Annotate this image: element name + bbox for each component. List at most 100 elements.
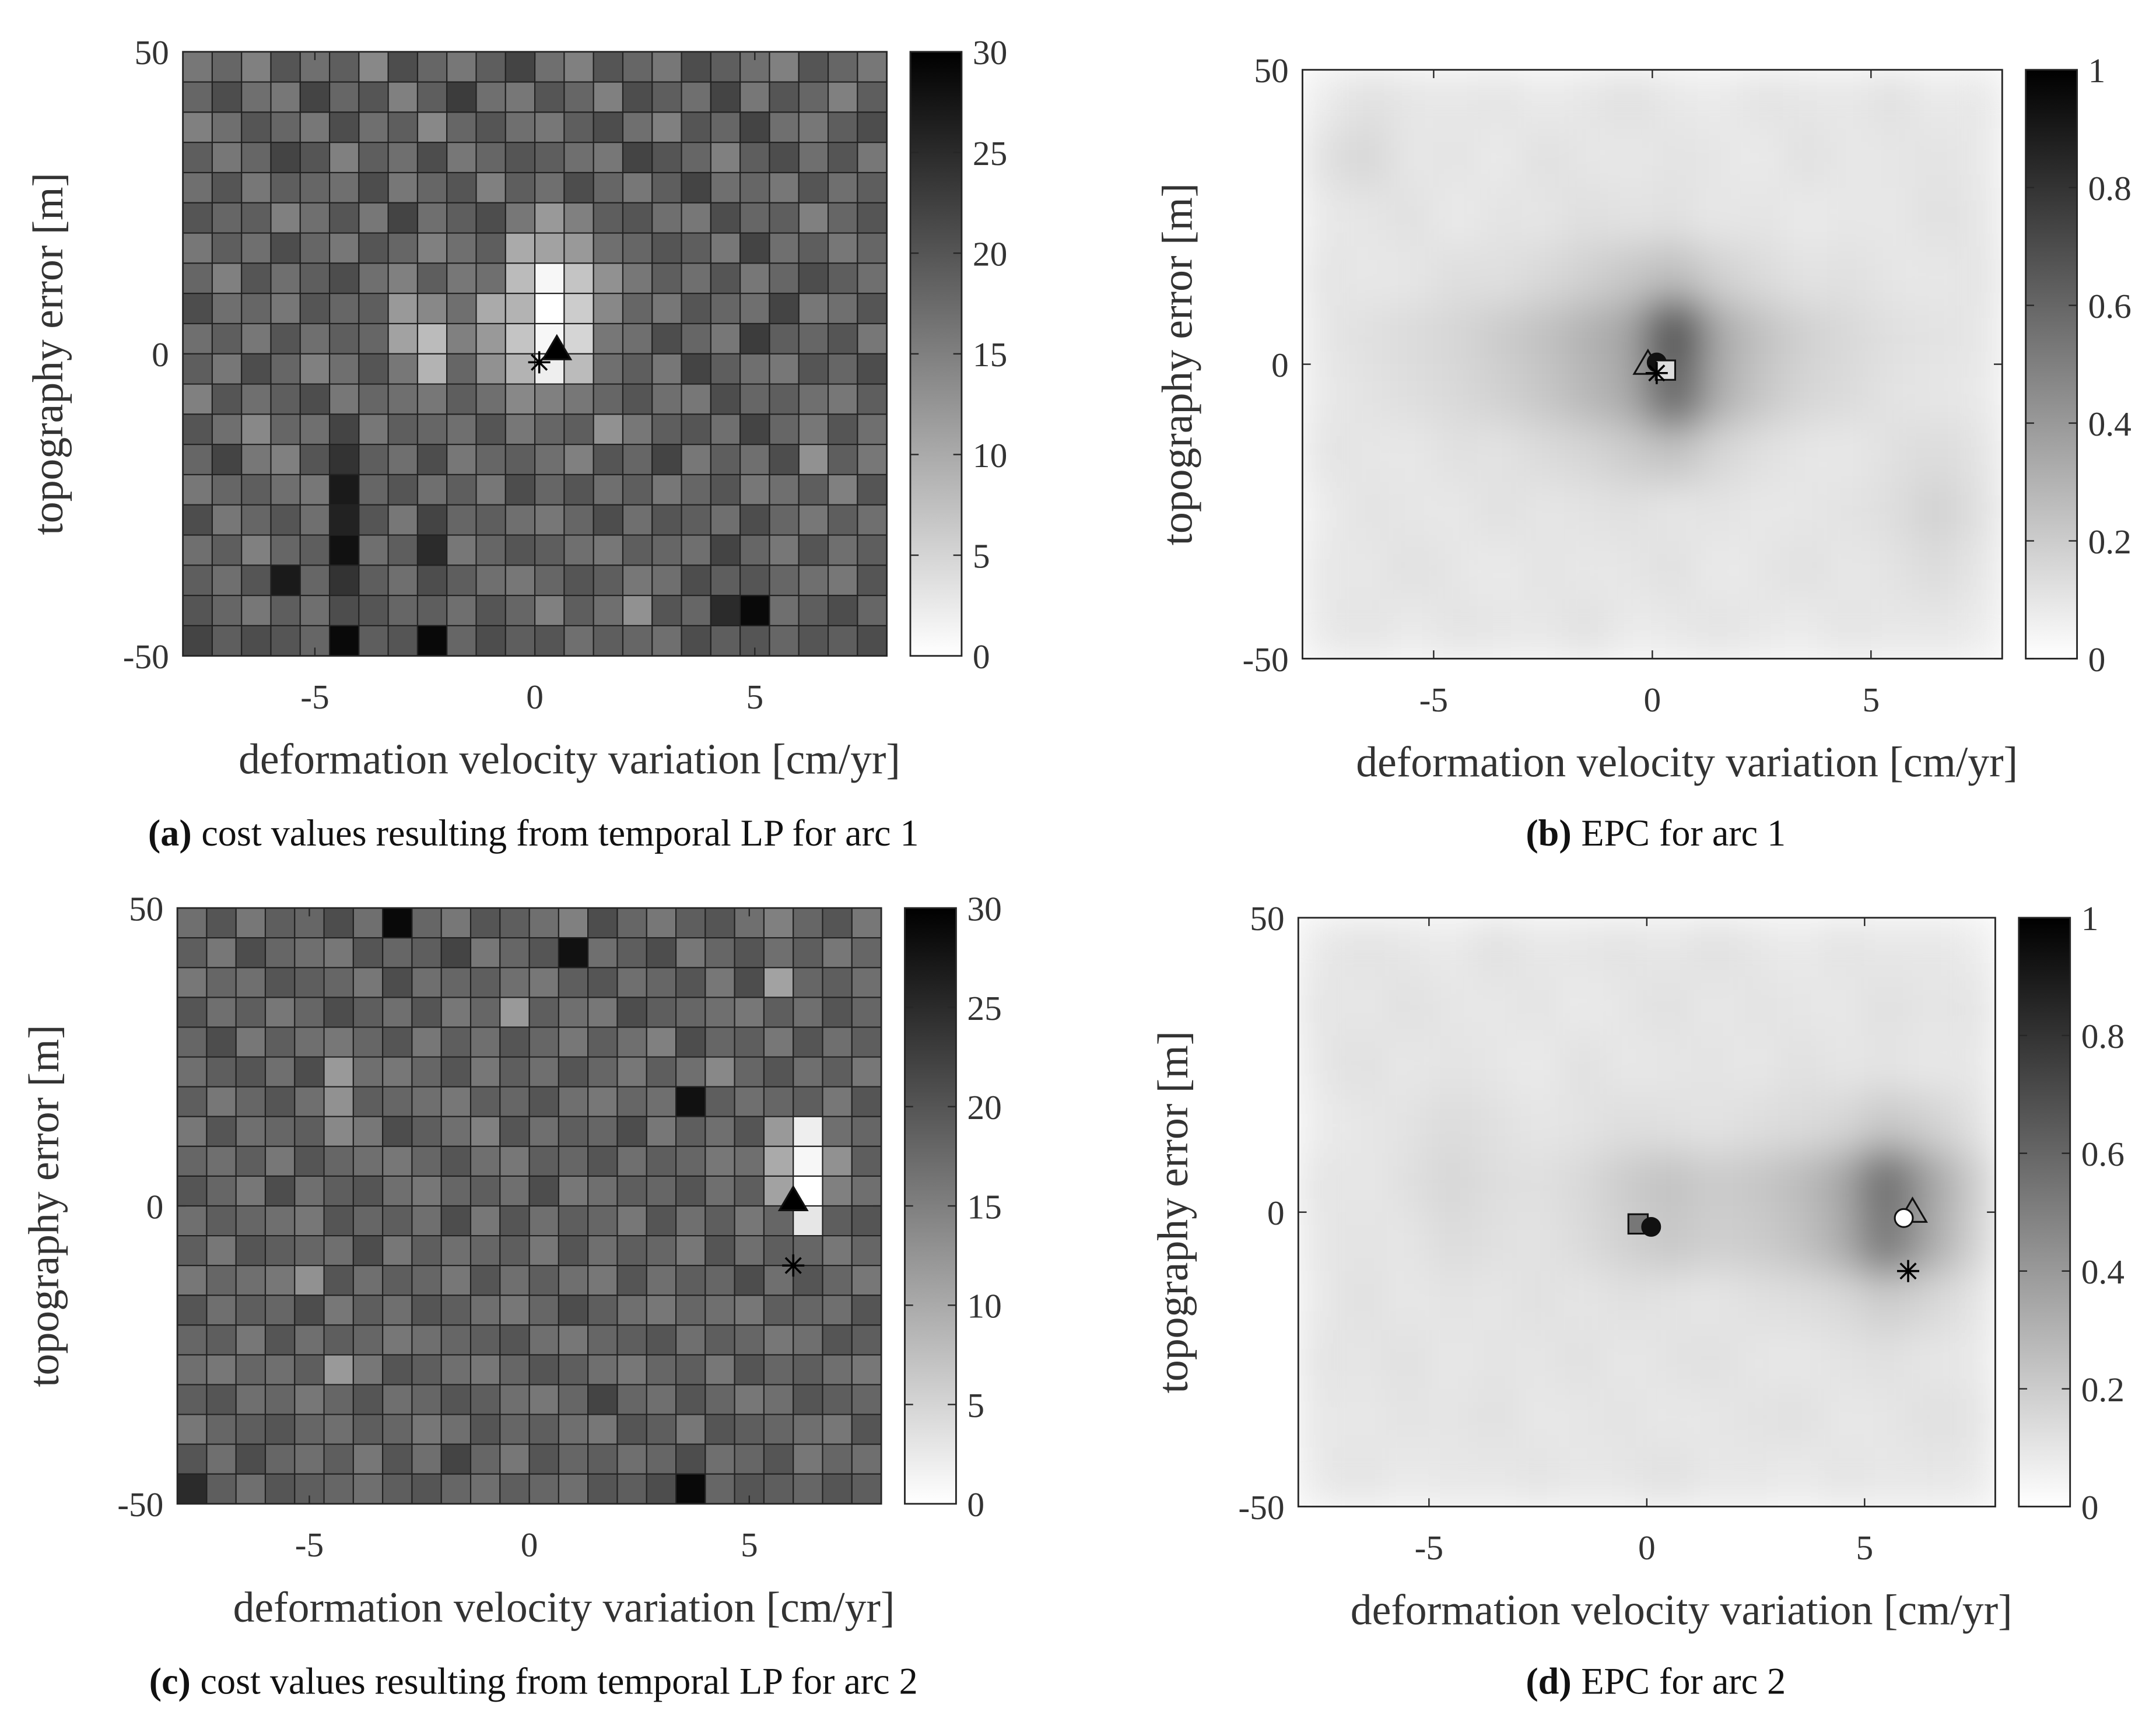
cell	[798, 625, 829, 657]
cell	[382, 997, 413, 1028]
cell	[704, 1265, 735, 1296]
cell	[616, 1175, 647, 1207]
cell	[593, 504, 624, 536]
cell	[739, 293, 770, 325]
cell	[646, 1145, 677, 1177]
cell	[504, 625, 536, 657]
cell	[1646, 1388, 1691, 1449]
cell	[182, 171, 213, 204]
cell	[1473, 1330, 1517, 1390]
cell	[681, 444, 711, 476]
cell	[851, 1026, 882, 1058]
cell	[469, 1116, 501, 1147]
cell	[646, 937, 677, 969]
colorbar-tick-label: 0	[2081, 1488, 2099, 1527]
cell	[1908, 976, 1953, 1037]
cell	[499, 1265, 530, 1296]
cell	[1734, 1094, 1779, 1155]
cell	[763, 1295, 794, 1326]
cell	[446, 534, 477, 566]
x-tick-label: 5	[1862, 681, 1880, 719]
cell	[235, 997, 267, 1028]
cell	[739, 262, 770, 294]
cell	[323, 1116, 354, 1147]
cell	[534, 142, 565, 174]
cell	[763, 967, 794, 998]
cell	[587, 1354, 618, 1386]
cell	[1821, 1271, 1866, 1331]
cell	[1696, 541, 1741, 601]
cell	[1908, 1447, 1953, 1508]
cell	[651, 564, 682, 597]
cell	[851, 997, 882, 1028]
cell	[299, 413, 331, 446]
cell	[1346, 187, 1391, 248]
cell	[851, 1443, 882, 1475]
cell	[323, 967, 354, 998]
cell	[177, 1324, 208, 1356]
cell	[851, 1354, 882, 1386]
y-axis-label: topography error [m]	[24, 173, 72, 535]
cell	[182, 81, 213, 113]
cell	[352, 1116, 384, 1147]
cell	[446, 564, 477, 597]
cell	[739, 564, 770, 597]
cell	[1302, 305, 1347, 366]
cell	[499, 1086, 530, 1117]
cell	[182, 202, 213, 234]
cell	[793, 1384, 823, 1415]
cell	[1958, 187, 2003, 248]
cell	[387, 293, 419, 325]
asterisk-stroke	[784, 1257, 802, 1274]
cell	[558, 1116, 589, 1147]
cell	[593, 353, 624, 385]
cell	[206, 1473, 237, 1504]
cell	[769, 353, 800, 385]
cells	[1302, 69, 2003, 660]
cell	[241, 383, 272, 415]
cell	[622, 625, 653, 657]
cell	[475, 504, 506, 536]
cell	[387, 353, 419, 385]
cell	[329, 595, 360, 627]
cell	[211, 293, 243, 325]
cell	[710, 81, 741, 113]
cell	[264, 1384, 296, 1415]
cell	[1915, 599, 1959, 660]
cell	[1565, 423, 1610, 483]
cell	[1521, 423, 1566, 483]
cell	[739, 171, 770, 204]
cell	[681, 51, 711, 83]
cell	[299, 353, 331, 385]
cell	[475, 202, 506, 234]
cell	[294, 1443, 325, 1475]
cell	[323, 1026, 354, 1058]
cell	[446, 595, 477, 627]
cell	[822, 1235, 853, 1267]
cell	[416, 474, 448, 506]
cell	[329, 322, 360, 355]
cell	[206, 937, 237, 969]
cell	[352, 1414, 384, 1445]
cell	[1341, 917, 1387, 978]
cell	[851, 1295, 882, 1326]
cell	[1864, 1094, 1909, 1155]
cell	[182, 504, 213, 536]
cell	[352, 1145, 384, 1177]
cell	[294, 1026, 325, 1058]
caption: (c) cost values resulting from temporal L…	[149, 1660, 918, 1702]
cell	[704, 1145, 735, 1177]
cell	[1298, 917, 1343, 978]
cell	[1734, 976, 1779, 1037]
cell	[739, 595, 770, 627]
cell	[616, 1473, 647, 1504]
asterisk-stroke	[1899, 1262, 1917, 1280]
cell	[299, 474, 331, 506]
cell	[827, 413, 858, 446]
cell	[769, 293, 800, 325]
cell	[646, 1026, 677, 1058]
cell	[739, 322, 770, 355]
cell	[793, 1473, 823, 1504]
cell	[475, 413, 506, 446]
